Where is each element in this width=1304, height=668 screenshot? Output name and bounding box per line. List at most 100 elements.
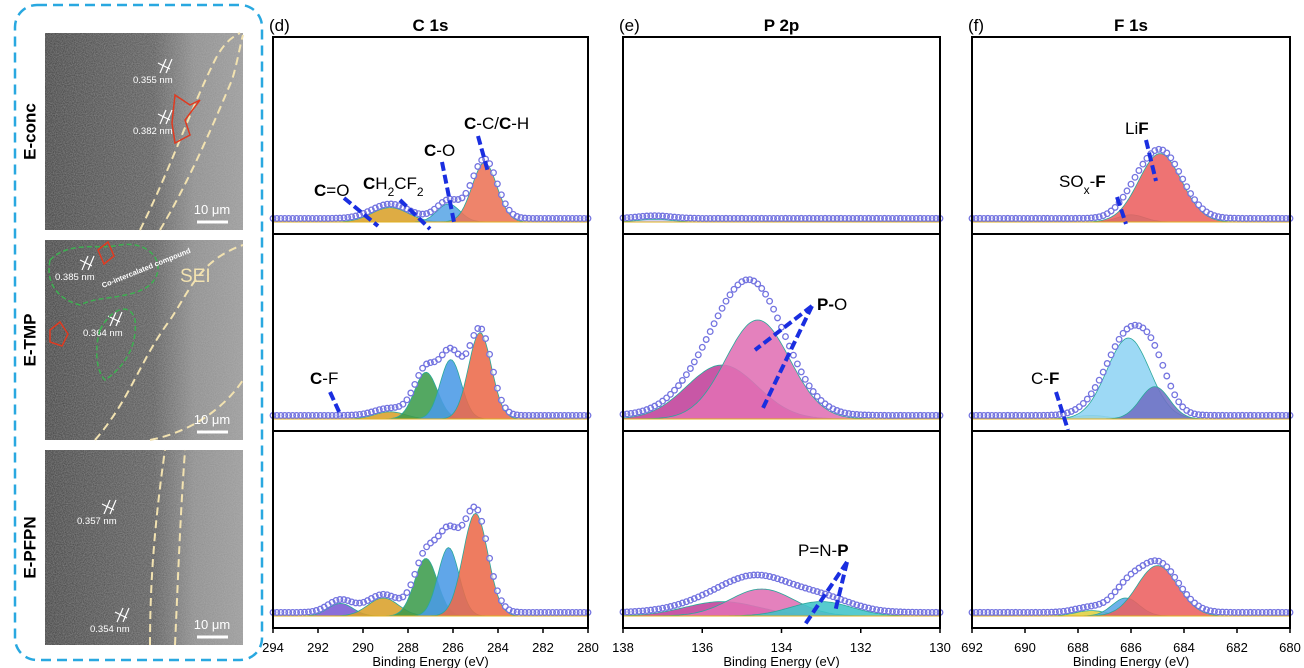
annotation-pointer (1054, 391, 1070, 431)
scale-bar-label: 10 μm (194, 617, 230, 632)
x-tick-label: 130 (929, 640, 951, 655)
sei-boundary (149, 449, 166, 646)
peak-annotation: C-C/C-H (464, 114, 529, 133)
x-tick-label: 682 (1226, 640, 1248, 655)
panel-title: C 1s (413, 16, 449, 35)
x-tick-label: 280 (577, 640, 599, 655)
annotation-pointer (753, 304, 814, 411)
x-axis-label: Binding Energy (eV) (372, 654, 488, 668)
note: SEI (180, 266, 211, 287)
subplot-frame (971, 430, 1291, 629)
annotation-part: =O (326, 181, 349, 200)
lattice-spacing: 0.382 nm (133, 126, 173, 137)
x-tick-label: 138 (612, 640, 634, 655)
envelope (269, 155, 592, 222)
envelope (619, 571, 944, 616)
annotation-part: - (1090, 172, 1096, 191)
compound-region (48, 243, 159, 306)
subplot-frame (272, 430, 589, 629)
tem-frame (13, 3, 264, 662)
sei-boundary (174, 449, 186, 646)
annotation-part: C (499, 114, 511, 133)
annotation-part: F (1049, 369, 1059, 388)
annotation-part: C (310, 369, 322, 388)
panel-label: (d) (269, 16, 290, 35)
panel-title: F 1s (1114, 16, 1148, 35)
x-tick-label: 684 (1173, 640, 1195, 655)
x-tick-label: 284 (487, 640, 509, 655)
sample-label: E-PFPN (20, 516, 39, 578)
fitted-peak (972, 337, 1290, 420)
lattice-spacing: 0.385 nm (55, 272, 95, 283)
annotation-part: -C/ (476, 114, 499, 133)
annotation-part: P- (817, 295, 834, 314)
fitted-peak (972, 153, 1290, 223)
lattice-marker (114, 607, 130, 623)
envelope (269, 503, 592, 616)
compound-region (95, 308, 137, 381)
annotation-part: x (1084, 183, 1090, 197)
panel-label: (e) (619, 16, 640, 35)
sei-boundary (94, 244, 244, 441)
x-tick-label: 686 (1120, 640, 1142, 655)
envelope (619, 212, 944, 222)
x-tick-label: 290 (352, 640, 374, 655)
sei-boundary (139, 32, 241, 231)
peak-annotation: C-O (424, 141, 455, 160)
x-tick-label: 286 (442, 640, 464, 655)
peak-annotation: LiF (1125, 119, 1149, 138)
sei-boundary (159, 34, 244, 231)
annotation-part: -O (436, 141, 455, 160)
envelope (968, 321, 1294, 419)
panel-label: (f) (968, 16, 984, 35)
x-tick-label: 292 (307, 640, 329, 655)
lattice-spacing: 0.354 nm (90, 624, 130, 635)
envelope (619, 276, 944, 419)
annotation-part: Li (1125, 119, 1138, 138)
annotation-part: C- (1031, 369, 1049, 388)
x-tick-label: 294 (262, 640, 284, 655)
x-tick-label: 132 (850, 640, 872, 655)
annotation-part: 2 (417, 185, 424, 199)
scale-bar-label: 10 μm (194, 202, 230, 217)
annotation-part: C (314, 181, 326, 200)
x-tick-label: 688 (1067, 640, 1089, 655)
peak-annotation: C-F (310, 369, 338, 388)
peak-annotation: P=N-P (798, 541, 849, 560)
annotation-pointer (802, 560, 849, 628)
annotation-part: C (424, 141, 436, 160)
x-tick-label: 282 (532, 640, 554, 655)
subplot-frame (272, 36, 589, 235)
lattice-marker (157, 109, 173, 125)
x-tick-label: 680 (1279, 640, 1301, 655)
annotation-part: 2 (388, 185, 395, 199)
sample-label: E-conc (20, 103, 39, 160)
annotation-part: C (363, 174, 375, 193)
envelope (269, 325, 592, 419)
peak-annotation: C=O (314, 181, 349, 200)
panel-title: P 2p (764, 16, 800, 35)
annotation-part: F (1138, 119, 1148, 138)
scale-bar-label: 10 μm (194, 412, 230, 427)
annotation-part: CF (394, 174, 417, 193)
annotation-part: -F (322, 369, 338, 388)
peak-annotation: SOx-F (1059, 172, 1106, 197)
peak-annotation: C-F (1031, 369, 1059, 388)
envelope (968, 557, 1294, 616)
x-tick-label: 690 (1014, 640, 1036, 655)
annotation-part: F (1095, 172, 1105, 191)
annotation-part: C (464, 114, 476, 133)
annotation-part: H (375, 174, 387, 193)
tem-noise (45, 450, 243, 645)
tem-noise (45, 240, 243, 440)
x-axis-label: Binding Energy (eV) (723, 654, 839, 668)
x-tick-label: 134 (771, 640, 793, 655)
lattice-spacing: 0.357 nm (77, 516, 117, 527)
annotation-pointer (440, 161, 456, 223)
annotation-pointer (1144, 139, 1158, 182)
annotation-part: -H (511, 114, 529, 133)
lattice-marker (157, 58, 173, 74)
annotation-pointer (1115, 196, 1128, 225)
subplot-frame (622, 36, 941, 235)
